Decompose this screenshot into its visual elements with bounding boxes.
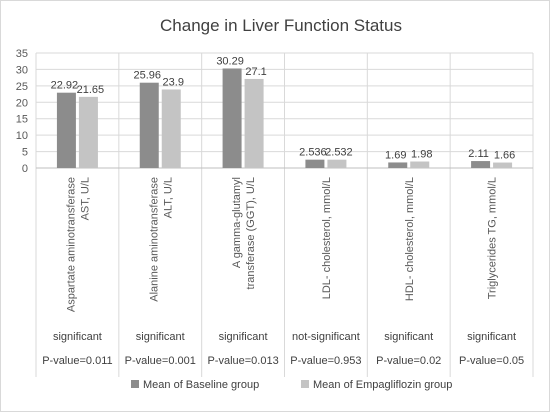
chart-title: Change in Liver Function Status <box>160 16 402 35</box>
y-tick-label: 30 <box>16 64 28 76</box>
bar <box>56 92 76 168</box>
bar-value-label: 2.532 <box>325 147 353 159</box>
bar-value-label: 22.92 <box>51 80 79 92</box>
p-value-label: P-value=0.02 <box>376 355 441 367</box>
p-value-label: P-value=0.953 <box>290 355 361 367</box>
category-label: Triglycerides TG, mmol/L <box>487 177 499 299</box>
category-label: Aspartate aminotransferase AST, U/L <box>65 177 91 312</box>
y-axis: 0 5 10 15 20 25 30 35 <box>16 48 28 175</box>
category-label: Alanine aminotransferase ALT, U/L <box>148 177 174 302</box>
bar <box>139 82 159 168</box>
y-tick-label: 0 <box>22 163 28 175</box>
bar-value-label: 1.69 <box>385 149 406 161</box>
y-tick-label: 10 <box>16 130 28 142</box>
bar-value-label: 2.536 <box>299 147 327 159</box>
y-tick-label: 5 <box>22 147 28 159</box>
bar-value-label: 25.96 <box>133 70 161 82</box>
bar-value-label: 1.66 <box>494 150 515 162</box>
bar <box>305 159 325 168</box>
bar-value-label: 21.65 <box>77 84 105 96</box>
category-label: LDL- cholesterol, mmol/L <box>321 177 333 299</box>
legend-label: Mean of Baseline group <box>143 379 259 391</box>
y-tick-label: 25 <box>16 81 28 93</box>
p-value-label: P-value=0.001 <box>125 355 196 367</box>
p-value-label: P-value=0.05 <box>459 355 524 367</box>
category-label-group: A gamma-glutamyl transferase (GGT), U/L <box>231 177 257 289</box>
significance-label: not-significant <box>292 331 360 343</box>
y-tick-label: 20 <box>16 97 28 109</box>
bar <box>410 161 430 168</box>
bar <box>244 78 264 168</box>
category-label-group: HDL- cholesterol, mmol/L <box>404 177 416 301</box>
bar <box>78 96 98 168</box>
category-label: HDL- cholesterol, mmol/L <box>404 177 416 301</box>
significance-label: significant <box>136 331 185 343</box>
bar <box>222 68 242 168</box>
category-label-group: Triglycerides TG, mmol/L <box>487 177 499 299</box>
x-axis: Aspartate aminotransferase AST, U/L signif… <box>42 177 524 367</box>
bar <box>388 162 408 168</box>
p-value-label: P-value=0.013 <box>207 355 278 367</box>
category-label-group: Aspartate aminotransferase AST, U/L <box>65 177 91 312</box>
bar <box>161 89 181 168</box>
bar-value-label: 23.9 <box>163 76 184 88</box>
category-label-group: LDL- cholesterol, mmol/L <box>321 177 333 299</box>
bar-value-label: 1.98 <box>411 148 432 160</box>
p-value-label: P-value=0.011 <box>42 355 112 367</box>
legend-label: Mean of Empagliflozin group <box>313 379 452 391</box>
significance-label: significant <box>467 331 516 343</box>
bars <box>56 68 513 168</box>
significance-label: significant <box>219 331 268 343</box>
bar-value-label: 2.11 <box>468 148 489 160</box>
y-tick-label: 15 <box>16 114 28 126</box>
significance-label: significant <box>384 331 433 343</box>
bar <box>471 161 491 168</box>
legend: Mean of Baseline group Mean of Empagliflo… <box>131 379 452 391</box>
gridlines <box>35 52 534 377</box>
bar <box>327 159 347 168</box>
category-label-group: Alanine aminotransferase ALT, U/L <box>148 177 174 302</box>
bar-value-label: 30.29 <box>216 55 244 67</box>
bar <box>493 162 513 168</box>
legend-swatch <box>131 380 139 388</box>
category-label: A gamma-glutamyl transferase (GGT), U/L <box>231 177 257 289</box>
legend-swatch <box>301 380 309 388</box>
bar-value-label: 27.1 <box>245 66 266 78</box>
y-tick-label: 35 <box>16 48 28 60</box>
significance-label: significant <box>53 331 102 343</box>
